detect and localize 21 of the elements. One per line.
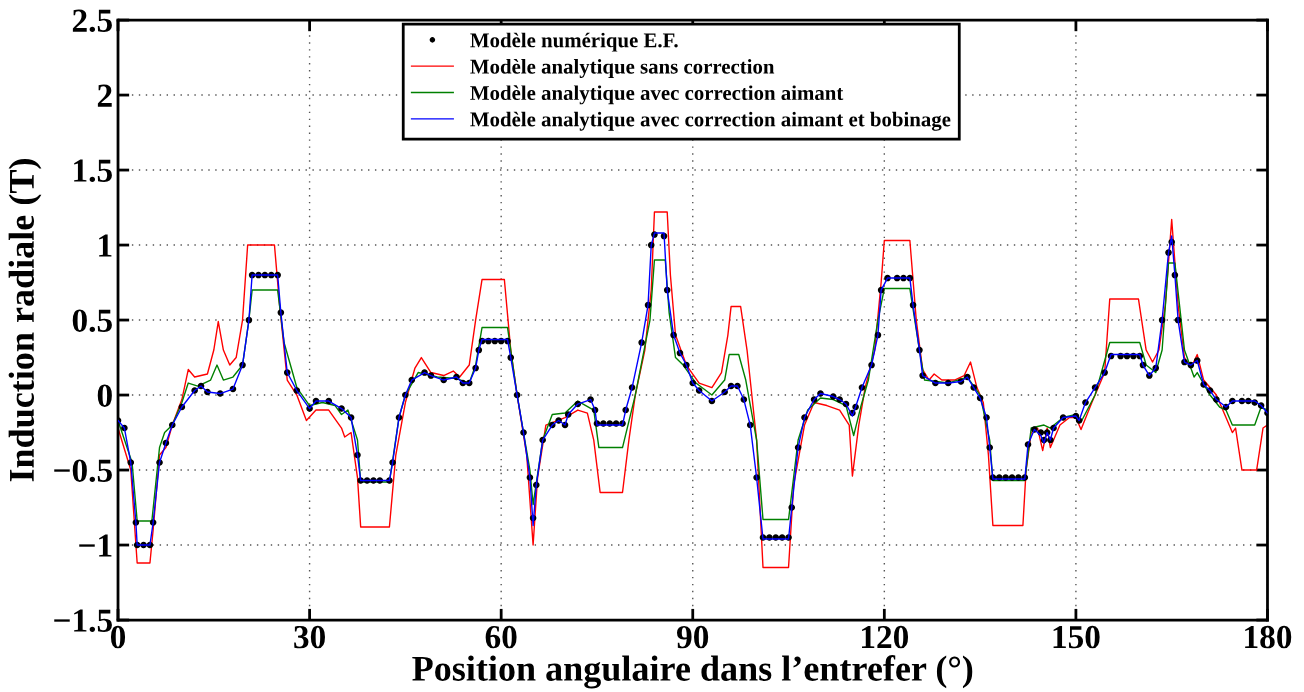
legend-label: Modèle analytique sans correction — [470, 58, 775, 78]
y-tick-label: −1.5 — [54, 609, 112, 633]
x-tick-label: 30 — [294, 625, 325, 649]
x-tick-label: 180 — [1245, 625, 1292, 649]
y-tick-label: 0 — [97, 384, 112, 407]
x-tick-label: 90 — [676, 625, 709, 649]
x-axis-title: Position angulaire dans l’entrefer (°) — [412, 655, 973, 689]
x-tick-label: 150 — [1053, 625, 1100, 649]
y-tick-label: 1 — [99, 234, 112, 257]
y-tick-label: 0.5 — [72, 309, 112, 333]
y-tick-label: −0.5 — [54, 459, 112, 483]
y-tick-label: 1.5 — [74, 159, 112, 183]
y-axis-title: Induction radiale (T) — [8, 159, 42, 482]
y-tick-label: −1 — [79, 534, 112, 557]
x-tick-label: 120 — [862, 625, 909, 649]
legend-label: Modèle analytique avec correction aimant et bobinage — [470, 111, 951, 131]
legend-label: Modèle numérique E.F. — [470, 32, 678, 52]
x-tick-label: 60 — [485, 625, 517, 649]
y-tick-label: 2.5 — [72, 9, 112, 33]
y-tick-label: 2 — [97, 84, 112, 107]
legend-label: Modèle analytique avec correction aimant — [470, 85, 844, 105]
